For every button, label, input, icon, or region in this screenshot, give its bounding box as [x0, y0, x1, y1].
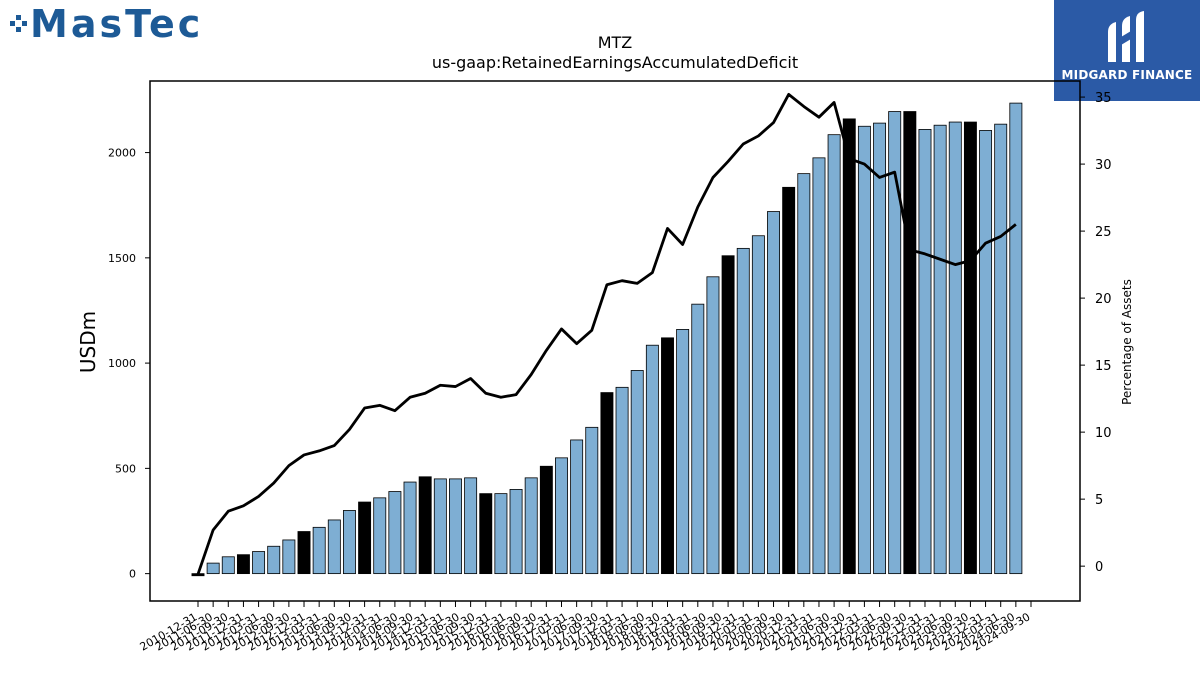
bar — [751, 235, 765, 575]
bar — [812, 157, 826, 575]
bar — [524, 477, 538, 575]
bar — [645, 344, 659, 575]
bar — [706, 276, 720, 575]
mastec-logo: MasTec — [8, 4, 203, 44]
bar — [1009, 102, 1023, 575]
bar — [933, 124, 947, 575]
bar — [449, 478, 462, 575]
y-tick-label: 1500 — [108, 252, 136, 265]
bar — [918, 129, 932, 575]
y2-axis-label: Percentage of Assets — [1120, 279, 1134, 405]
midgard-mark-icon — [1108, 11, 1144, 62]
bar — [600, 392, 614, 575]
bar — [267, 545, 281, 575]
bar — [736, 247, 750, 575]
bar — [797, 173, 811, 575]
bar — [842, 118, 856, 575]
y-tick-label: 0 — [129, 568, 136, 581]
bar — [994, 123, 1008, 575]
bar — [615, 386, 629, 575]
bar — [873, 122, 887, 575]
bar — [236, 554, 250, 575]
bar — [661, 337, 674, 575]
bar-series — [191, 102, 1023, 577]
bar — [433, 478, 447, 575]
bar — [948, 121, 962, 575]
bar — [297, 531, 311, 575]
y2-tick-label: 5 — [1095, 493, 1103, 508]
line-path — [196, 93, 1017, 575]
mastec-logo-text: MasTec — [30, 2, 204, 46]
bar — [721, 255, 735, 575]
plot-frame — [149, 80, 1081, 602]
bar — [827, 134, 841, 575]
y-tick-label: 500 — [115, 462, 136, 475]
y-axis: 0 500 1000 1500 2000 — [108, 147, 150, 581]
bar — [903, 111, 917, 575]
y2-tick-label: 30 — [1095, 158, 1112, 173]
bar — [206, 562, 220, 575]
y-tick-label: 2000 — [108, 147, 136, 160]
bar — [857, 125, 871, 575]
bar — [570, 439, 584, 575]
y-tick-label: 1000 — [108, 357, 136, 370]
bar — [373, 497, 387, 575]
chart-title: MTZ — [598, 33, 633, 52]
y-axis-label: USDm — [76, 311, 100, 373]
bar — [979, 130, 993, 575]
bar — [221, 556, 235, 575]
x-axis: 2010-12-312011-06-302011-09-302011-12-31… — [138, 601, 1033, 654]
midgard-logo-text: MIDGARD FINANCE — [1061, 68, 1193, 82]
mastec-pixel-icon — [10, 15, 27, 32]
midgard-finance-logo: MIDGARD FINANCE — [1054, 0, 1200, 101]
y2-tick-label: 25 — [1095, 225, 1112, 240]
bar — [342, 510, 356, 575]
bar — [555, 457, 568, 575]
bar — [312, 526, 326, 575]
line-series — [196, 93, 1017, 575]
bar — [464, 477, 478, 575]
bar — [403, 481, 417, 575]
y2-tick-label: 15 — [1095, 359, 1112, 374]
bar — [585, 426, 599, 575]
y2-tick-label: 10 — [1095, 426, 1112, 441]
bar — [676, 329, 690, 575]
bar — [782, 186, 796, 575]
bar — [388, 491, 402, 575]
bar — [418, 476, 432, 575]
bar — [327, 519, 341, 575]
bar — [282, 539, 296, 575]
y2-tick-label: 0 — [1095, 560, 1103, 575]
y2-tick-label: 20 — [1095, 292, 1112, 307]
y2-tick-label: 35 — [1095, 91, 1112, 106]
bar — [494, 493, 508, 575]
bar — [767, 211, 780, 575]
bar — [691, 303, 705, 575]
bar — [479, 493, 493, 575]
bar — [509, 489, 523, 575]
bar — [630, 370, 644, 575]
chart-subtitle: us-gaap:RetainedEarningsAccumulatedDefic… — [432, 53, 798, 72]
bar — [888, 111, 902, 575]
bar — [539, 465, 553, 575]
y2-axis: 0 5 10 15 20 25 30 35 — [1080, 91, 1112, 575]
bar — [252, 551, 266, 575]
bar — [358, 501, 372, 575]
bar — [963, 121, 977, 575]
